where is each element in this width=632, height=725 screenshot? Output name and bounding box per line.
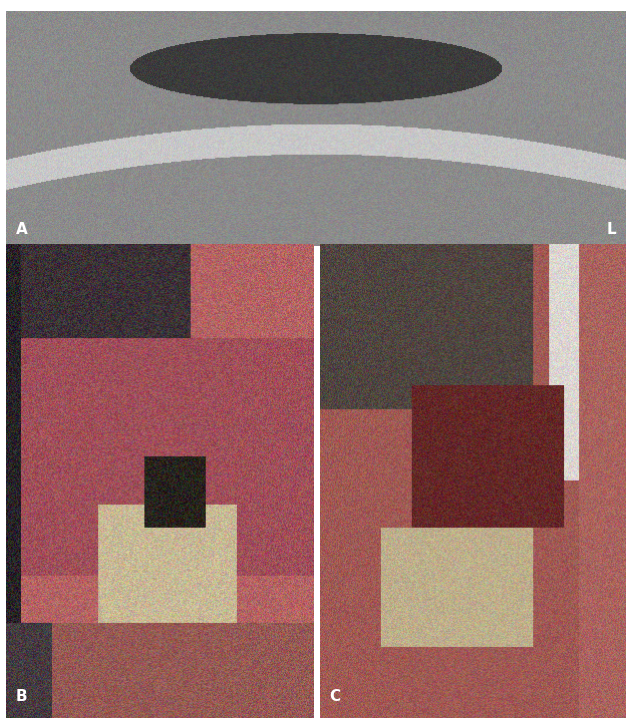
Text: A: A [16,222,27,237]
Text: C: C [329,689,341,703]
Text: B: B [16,689,27,703]
Text: L: L [607,222,616,237]
